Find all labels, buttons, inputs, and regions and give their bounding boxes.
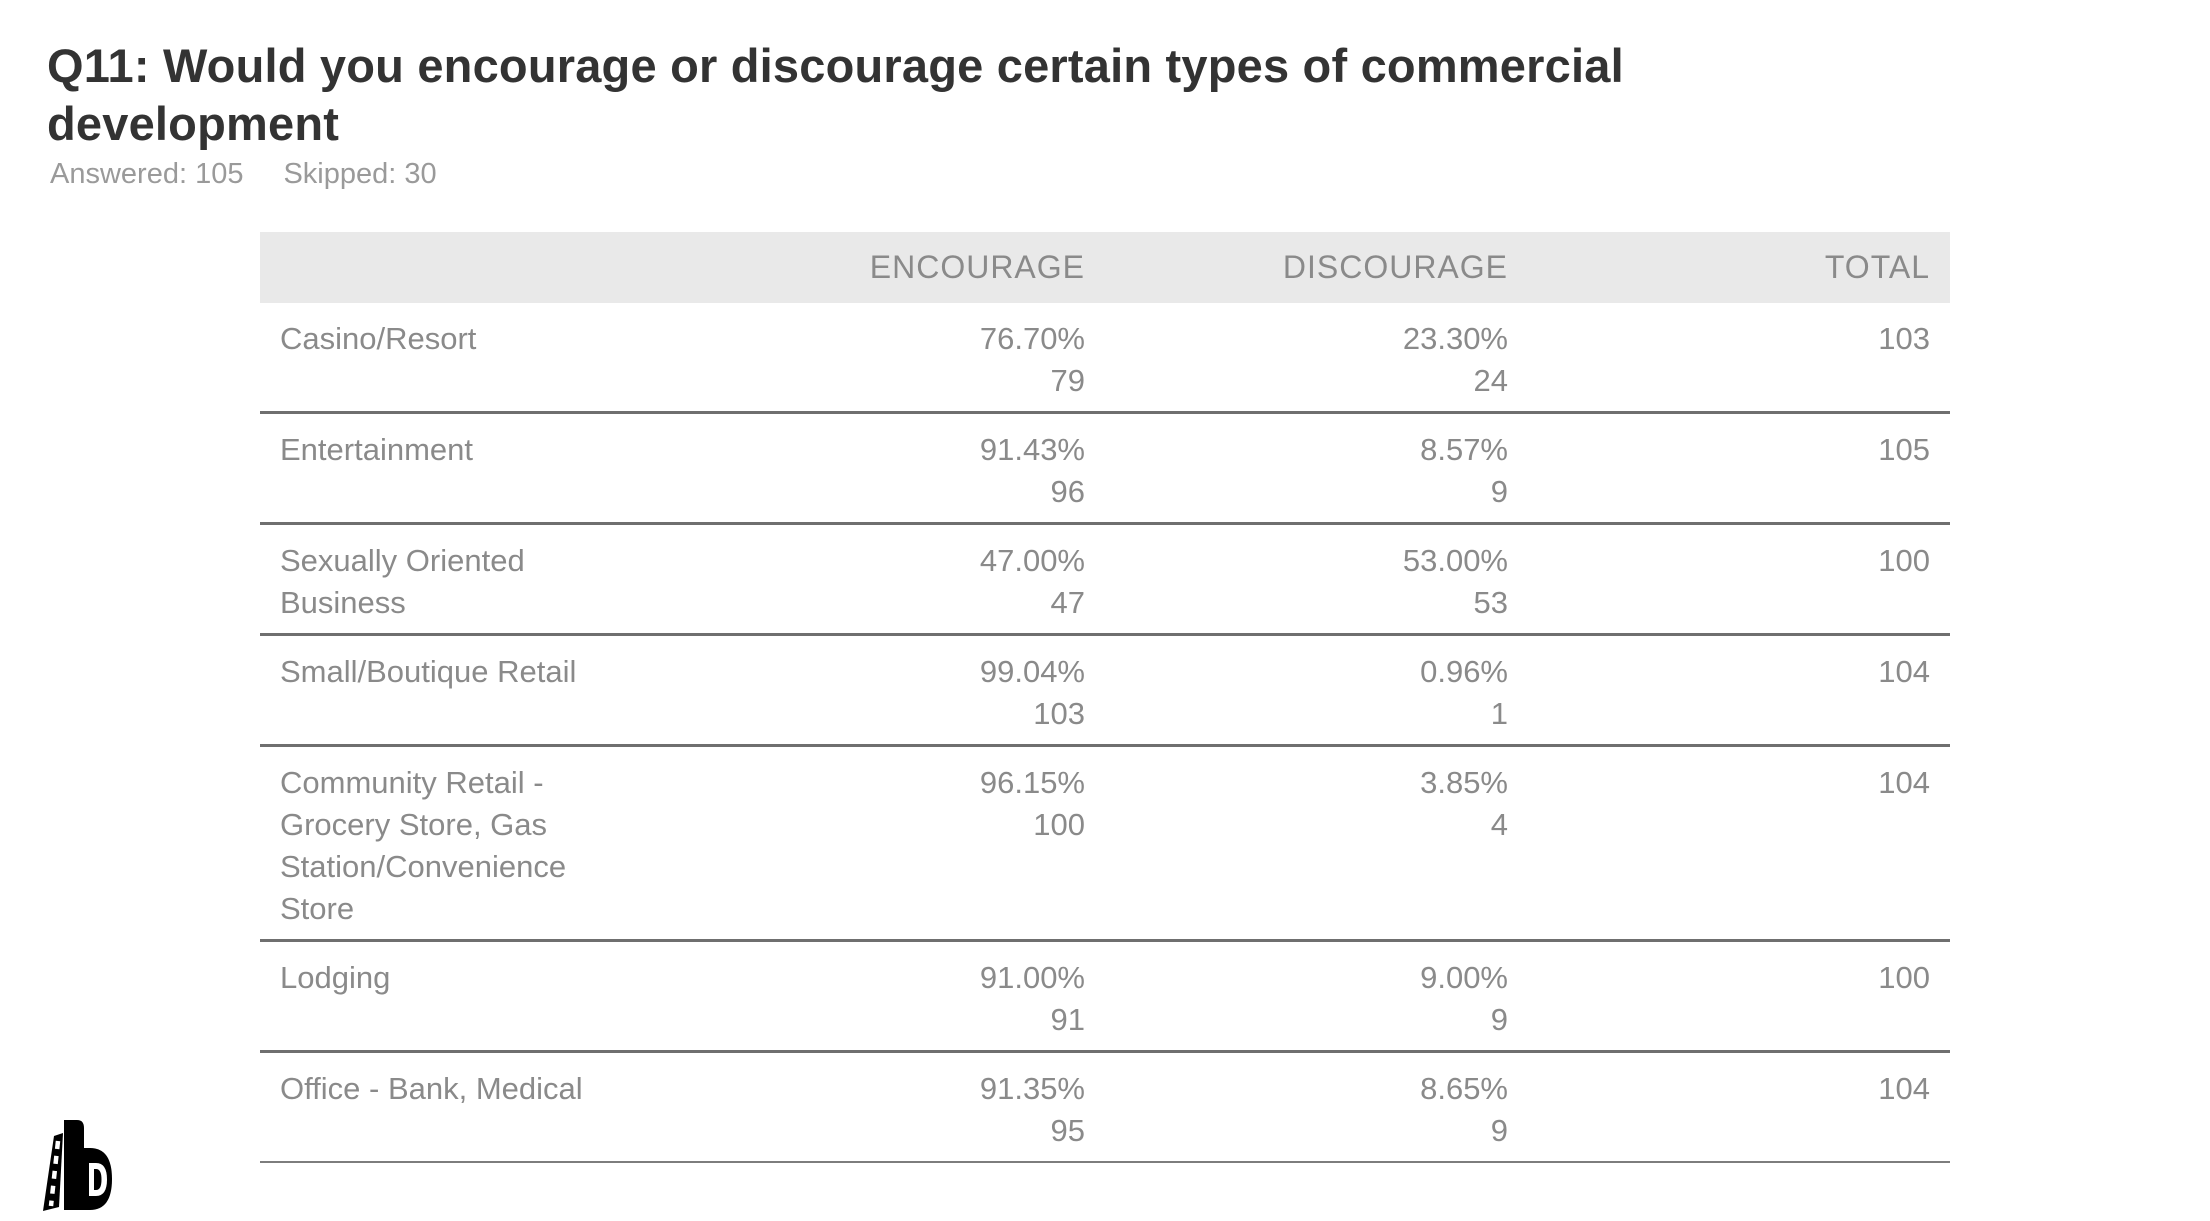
discourage-count: 53: [1473, 585, 1508, 620]
table-row: Casino/Resort 76.70% 79 23.30% 24 103: [260, 303, 1950, 414]
discourage-percent: 9.00%: [1420, 960, 1508, 995]
discourage-cell: 0.96% 1: [1085, 651, 1508, 735]
discourage-percent: 0.96%: [1420, 654, 1508, 689]
encourage-cell: 76.70% 79: [662, 318, 1085, 402]
total-cell: 105: [1878, 432, 1930, 467]
encourage-cell: 91.43% 96: [662, 429, 1085, 513]
discourage-percent: 23.30%: [1402, 321, 1508, 356]
encourage-cell: 99.04% 103: [662, 651, 1085, 735]
encourage-cell: 96.15% 100: [662, 762, 1085, 930]
skipped-count: Skipped: 30: [283, 158, 437, 190]
discourage-count: 9: [1490, 474, 1508, 509]
discourage-cell: 9.00% 9: [1085, 957, 1508, 1041]
total-cell: 104: [1878, 654, 1930, 689]
discourage-percent: 3.85%: [1420, 765, 1508, 800]
discourage-cell: 3.85% 4: [1085, 762, 1508, 930]
encourage-count: 47: [1050, 585, 1085, 620]
total-cell: 100: [1878, 960, 1930, 995]
row-label: Lodging: [280, 960, 391, 995]
discourage-count: 1: [1490, 696, 1508, 731]
encourage-percent: 99.04%: [979, 654, 1085, 689]
discourage-cell: 23.30% 24: [1085, 318, 1508, 402]
row-label: Office - Bank, Medical: [280, 1071, 583, 1106]
table-row: Lodging 91.00% 91 9.00% 9 100: [260, 942, 1950, 1053]
page-title: Q11: Would you encourage or discourage c…: [47, 39, 1624, 151]
total-cell: 104: [1878, 1071, 1930, 1106]
encourage-count: 79: [1050, 363, 1085, 398]
discourage-count: 9: [1490, 1002, 1508, 1037]
discourage-count: 9: [1490, 1113, 1508, 1148]
discourage-cell: 8.57% 9: [1085, 429, 1508, 513]
encourage-count: 96: [1050, 474, 1085, 509]
encourage-percent: 91.43%: [979, 432, 1085, 467]
discourage-count: 4: [1490, 807, 1508, 842]
row-label: Casino/Resort: [280, 321, 477, 356]
table-row: Community Retail - Grocery Store, Gas St…: [260, 747, 1950, 942]
total-cell: 104: [1878, 765, 1930, 800]
table-row: Sexually Oriented Business 47.00% 47 53.…: [260, 525, 1950, 636]
table-header-row: ENCOURAGE DISCOURAGE TOTAL: [260, 232, 1950, 303]
results-table: ENCOURAGE DISCOURAGE TOTAL Casino/Resort…: [260, 232, 1950, 1163]
answered-count: Answered: 105: [50, 158, 244, 190]
table-row: Small/Boutique Retail 99.04% 103 0.96% 1…: [260, 636, 1950, 747]
encourage-percent: 96.15%: [979, 765, 1085, 800]
encourage-count: 103: [1033, 696, 1085, 731]
header-encourage: ENCOURAGE: [869, 249, 1085, 285]
header-total: TOTAL: [1824, 249, 1930, 285]
encourage-count: 91: [1050, 1002, 1085, 1037]
encourage-cell: 91.00% 91: [662, 957, 1085, 1041]
row-label: Entertainment: [280, 432, 473, 467]
row-label: Community Retail - Grocery Store, Gas St…: [280, 765, 567, 926]
encourage-cell: 91.35% 95: [662, 1068, 1085, 1152]
encourage-cell: 47.00% 47: [662, 540, 1085, 624]
discourage-percent: 8.57%: [1420, 432, 1508, 467]
response-meta: Answered: 105 Skipped: 30: [50, 158, 437, 191]
discourage-count: 24: [1473, 363, 1508, 398]
row-label: Sexually Oriented Business: [280, 543, 525, 620]
header-discourage: DISCOURAGE: [1282, 249, 1508, 285]
table-row: Office - Bank, Medical 91.35% 95 8.65% 9…: [260, 1053, 1950, 1163]
encourage-percent: 47.00%: [979, 543, 1085, 578]
encourage-percent: 91.35%: [979, 1071, 1085, 1106]
table-row: Entertainment 91.43% 96 8.57% 9 105: [260, 414, 1950, 525]
encourage-count: 95: [1050, 1113, 1085, 1148]
discourage-cell: 8.65% 9: [1085, 1068, 1508, 1152]
total-cell: 100: [1878, 543, 1930, 578]
encourage-count: 100: [1033, 807, 1085, 842]
b-road-building-logo-icon: [43, 1120, 112, 1211]
row-label: Small/Boutique Retail: [280, 654, 577, 689]
encourage-percent: 91.00%: [979, 960, 1085, 995]
discourage-percent: 8.65%: [1420, 1071, 1508, 1106]
discourage-percent: 53.00%: [1402, 543, 1508, 578]
discourage-cell: 53.00% 53: [1085, 540, 1508, 624]
total-cell: 103: [1878, 321, 1930, 356]
encourage-percent: 76.70%: [979, 321, 1085, 356]
